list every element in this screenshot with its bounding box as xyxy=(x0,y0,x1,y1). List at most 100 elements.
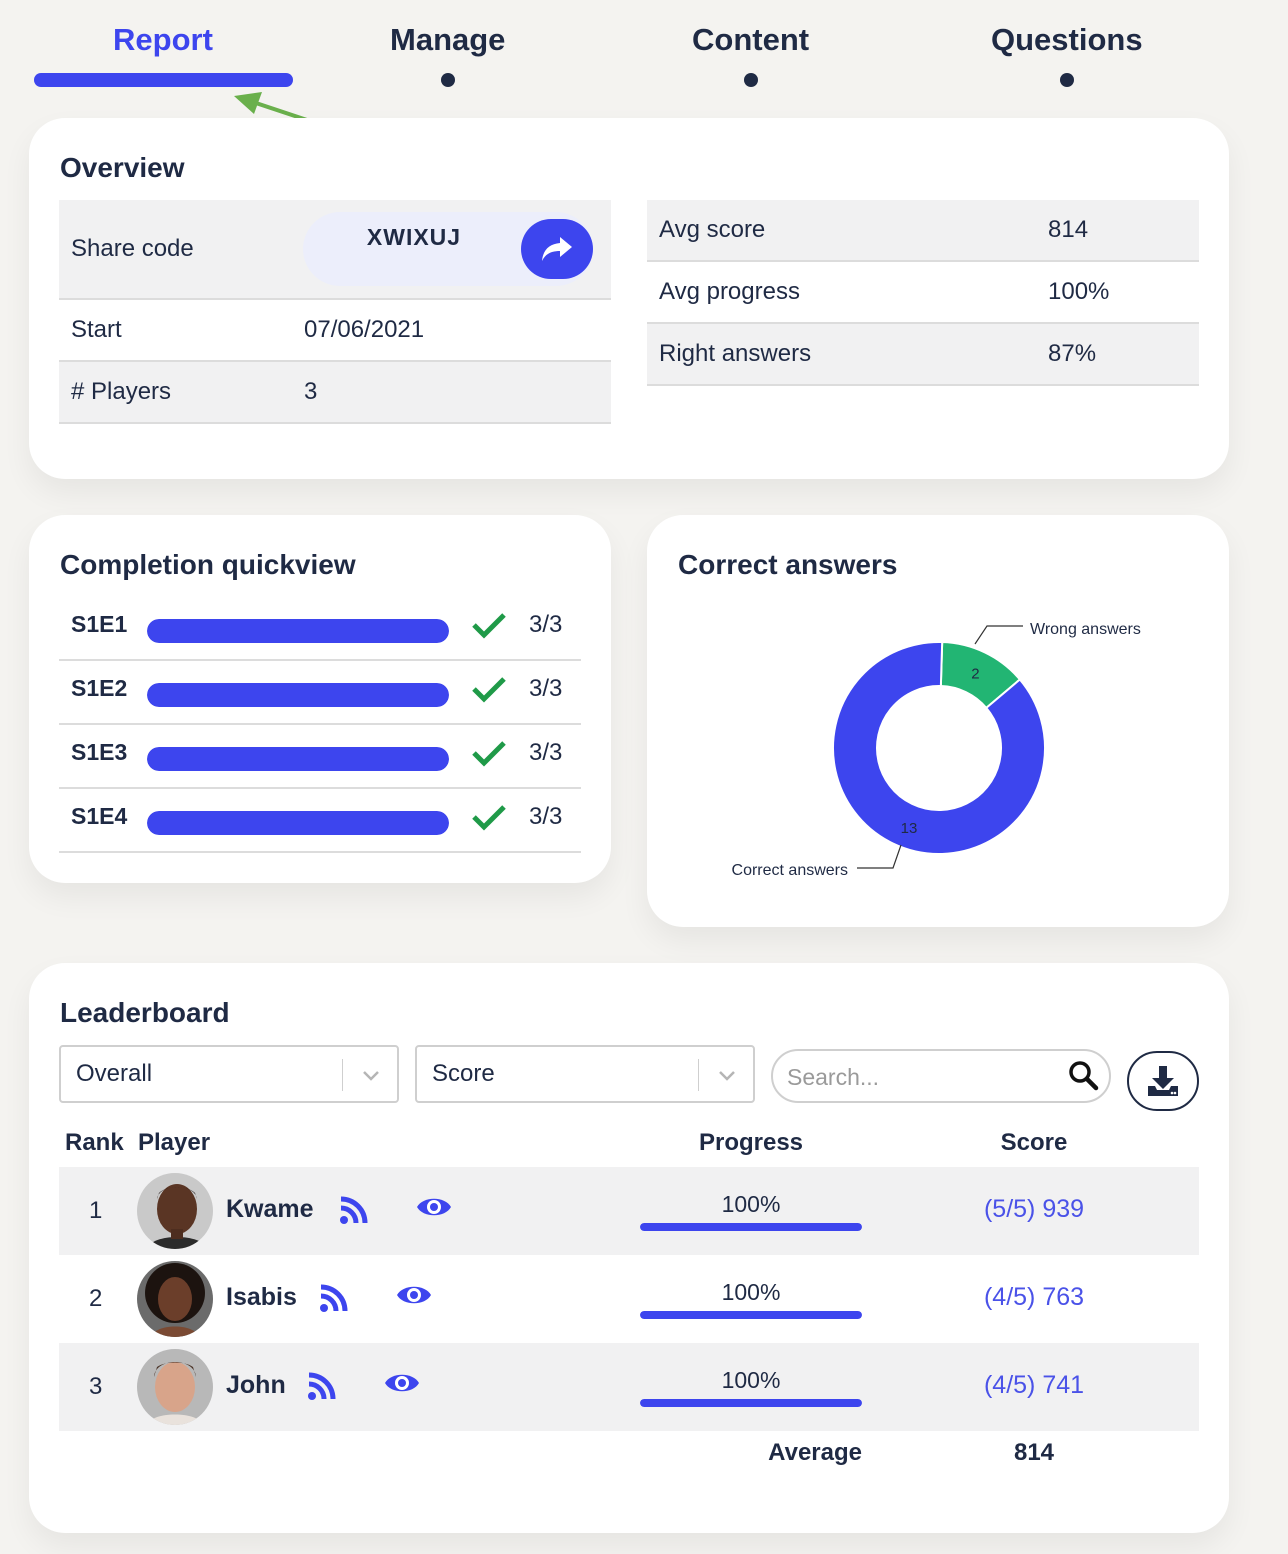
score-link[interactable]: (4/5) 763 xyxy=(983,1283,1085,1311)
search-box xyxy=(771,1049,1111,1103)
tab-report-label: Report xyxy=(113,22,213,57)
overview-title: Overview xyxy=(60,152,185,183)
search-icon[interactable] xyxy=(1067,1059,1101,1093)
average-value: 814 xyxy=(1013,1439,1055,1466)
tab-report[interactable]: Report xyxy=(113,22,213,58)
tab-indicator-dot xyxy=(440,73,455,87)
player-avatar-image xyxy=(137,1173,213,1249)
progress-bar xyxy=(640,1311,862,1319)
correct-answers-donut-chart: 2 13 Wrong answers Correct answers xyxy=(732,621,1141,879)
share-arrow-icon xyxy=(542,237,572,261)
progress-bar-fill xyxy=(640,1311,862,1319)
wrong-answers-legend-label: Wrong answers xyxy=(1030,621,1141,638)
wrong-answers-leader-line xyxy=(974,625,1023,645)
share-code-row: Share code XWIXUJ xyxy=(59,200,611,300)
rss-feed-icon[interactable] xyxy=(317,1283,349,1315)
table-row: 3 John 100% (4/5) 741 xyxy=(59,1343,1199,1431)
player-name: Isabis xyxy=(226,1283,297,1311)
episode-label: S1E1 xyxy=(71,611,128,637)
completion-row: S1E1 3/3 xyxy=(59,597,581,661)
share-code-pill: XWIXUJ xyxy=(303,212,593,286)
wrong-answers-value-label: 2 xyxy=(971,665,979,682)
avatar xyxy=(137,1261,213,1337)
progress-value: 100% xyxy=(721,1367,781,1393)
avatar xyxy=(137,1173,213,1249)
avatar xyxy=(137,1349,213,1425)
players-label: # Players xyxy=(71,378,172,405)
download-button[interactable] xyxy=(1127,1051,1199,1111)
tab-content-label: Content xyxy=(692,22,810,57)
completion-count: 3/3 xyxy=(529,675,563,702)
correct-answers-value-label: 13 xyxy=(901,820,918,837)
top-nav: Report Manage Content Questions xyxy=(0,0,1288,100)
tab-indicator-dot xyxy=(743,73,758,87)
right-answers-row: Right answers 87% xyxy=(647,324,1199,386)
score-link[interactable]: (4/5) 741 xyxy=(983,1371,1085,1399)
score-link[interactable]: (5/5) 939 xyxy=(983,1195,1085,1223)
completion-count: 3/3 xyxy=(529,803,563,830)
players-value: 3 xyxy=(304,378,318,405)
progress-bar-fill xyxy=(640,1399,862,1407)
share-button[interactable] xyxy=(521,219,593,279)
share-code-label: Share code xyxy=(71,235,194,262)
tab-content[interactable]: Content xyxy=(692,22,810,87)
progress-value: 100% xyxy=(721,1191,781,1217)
progress-bar-fill xyxy=(640,1223,862,1231)
correct-answers-card: Correct answers 2 13 Wrong answers Correct … xyxy=(647,515,1229,927)
completion-count: 3/3 xyxy=(529,611,563,638)
progress-bar xyxy=(640,1223,862,1231)
completion-card: Completion quickview S1E1 3/3 S1E2 3/3 S1E3 3… xyxy=(29,515,611,883)
tab-manage-label: Manage xyxy=(390,22,506,57)
player-name: Kwame xyxy=(226,1195,314,1223)
completion-bar xyxy=(147,619,449,643)
eye-icon[interactable] xyxy=(383,1369,421,1397)
tab-indicator-dot xyxy=(1059,73,1074,87)
table-row: 2 Isabis 100% (4/5) 763 xyxy=(59,1255,1199,1343)
completion-bar-fill xyxy=(147,811,449,835)
correct-answers-legend-label: Correct answers xyxy=(732,862,848,879)
progress-bar xyxy=(640,1399,862,1407)
start-label: Start xyxy=(71,316,122,343)
episode-label: S1E2 xyxy=(71,675,128,701)
rss-feed-icon[interactable] xyxy=(337,1195,369,1227)
tab-questions[interactable]: Questions xyxy=(991,22,1143,87)
avg-score-row: Avg score 814 xyxy=(647,200,1199,262)
chevron-down-icon xyxy=(719,1071,735,1081)
rank-header: Rank xyxy=(65,1129,124,1156)
search-input[interactable] xyxy=(787,1061,1057,1093)
correct-answers-leader-line xyxy=(857,844,902,869)
player-name: John xyxy=(226,1371,286,1399)
progress-value: 100% xyxy=(721,1279,781,1305)
check-icon xyxy=(472,741,506,767)
score-header: Score xyxy=(1000,1129,1068,1156)
scope-select[interactable]: Overall xyxy=(59,1045,399,1103)
correct-answers-title: Correct answers xyxy=(678,549,898,580)
sort-select-value: Score xyxy=(432,1060,495,1087)
completion-bar-fill xyxy=(147,747,449,771)
average-label: Average xyxy=(768,1439,862,1466)
active-tab-underline xyxy=(34,73,293,87)
eye-icon[interactable] xyxy=(395,1281,433,1309)
player-avatar-image xyxy=(137,1261,213,1337)
share-code-value: XWIXUJ xyxy=(366,224,462,250)
sort-select[interactable]: Score xyxy=(415,1045,755,1103)
leaderboard-card: Leaderboard Overall Score xyxy=(29,963,1229,1533)
check-icon xyxy=(472,805,506,831)
player-avatar-image xyxy=(137,1349,213,1425)
tab-questions-label: Questions xyxy=(991,22,1143,57)
eye-icon[interactable] xyxy=(415,1193,453,1221)
rank-cell: 2 xyxy=(89,1285,103,1312)
completion-count: 3/3 xyxy=(529,739,563,766)
leaderboard-title: Leaderboard xyxy=(60,997,230,1028)
completion-title: Completion quickview xyxy=(60,549,356,580)
select-separator xyxy=(698,1059,699,1091)
completion-row: S1E2 3/3 xyxy=(59,661,581,725)
tab-manage[interactable]: Manage xyxy=(390,22,506,87)
start-row: Start 07/06/2021 xyxy=(59,300,611,362)
select-separator xyxy=(342,1059,343,1091)
progress-header: Progress xyxy=(698,1129,804,1156)
overview-card: Overview Share code XWIXUJ Start 07/06/2… xyxy=(29,118,1229,479)
rss-feed-icon[interactable] xyxy=(305,1371,337,1403)
completion-bar-fill xyxy=(147,619,449,643)
completion-bar xyxy=(147,683,449,707)
